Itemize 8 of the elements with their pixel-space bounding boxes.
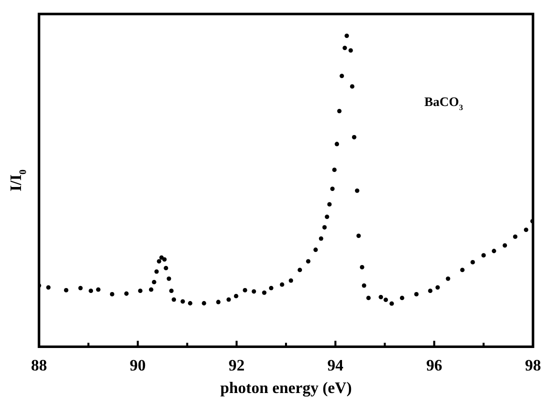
x-tick-label: 98 bbox=[525, 358, 541, 375]
x-tick-label: 92 bbox=[228, 358, 245, 375]
x-tick-label: 96 bbox=[426, 358, 442, 375]
x-tick-label: 90 bbox=[130, 358, 146, 375]
x-tick-label: 88 bbox=[31, 358, 47, 375]
x-axis-title: photon energy (eV) bbox=[220, 380, 352, 397]
x-tick-label: 94 bbox=[327, 358, 344, 375]
y-axis-title: I/I0 bbox=[8, 169, 29, 192]
